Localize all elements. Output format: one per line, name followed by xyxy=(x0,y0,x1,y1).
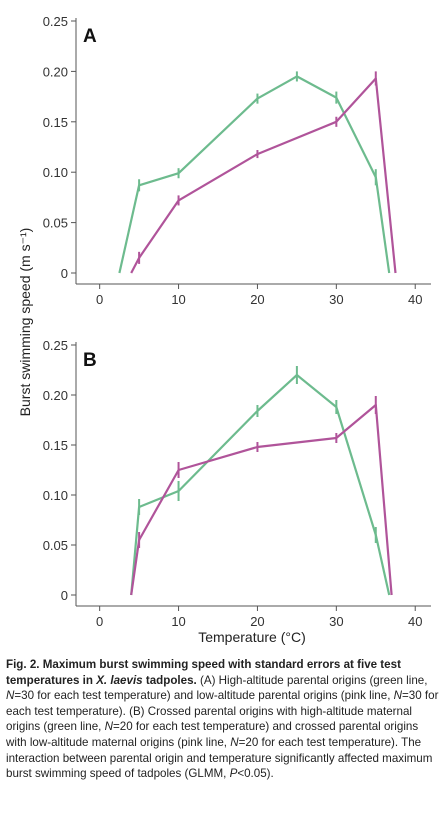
y-tick-label: 0.05 xyxy=(43,216,68,231)
x-tick-label: 0 xyxy=(96,614,103,629)
x-tick-label: 10 xyxy=(171,292,185,307)
y-tick-label: 0.25 xyxy=(43,14,68,29)
caption-text: <0.05). xyxy=(237,767,274,781)
x-tick-label: 30 xyxy=(329,614,343,629)
caption-n: N xyxy=(393,689,403,703)
x-tick-label: 30 xyxy=(329,292,343,307)
caption-n: N xyxy=(104,720,113,734)
y-tick-label: 0.10 xyxy=(43,488,68,503)
x-axis-label: Temperature (°C) xyxy=(198,629,306,645)
caption-n: N xyxy=(230,735,239,749)
caption-text: =30 for each test temperature) and low-a… xyxy=(14,689,394,703)
x-tick-label: 20 xyxy=(250,614,264,629)
caption-n: N xyxy=(6,689,15,703)
caption-text: =30 for each test temperature). (B) Cros… xyxy=(6,689,439,734)
figure-caption: Fig. 2. Maximum burst swimming speed wit… xyxy=(6,657,440,782)
panel-label: B xyxy=(83,350,97,371)
panel-a: 0 0.05 0.10 0.15 0.20 0.25 0 10 20 30 40 A xyxy=(43,14,431,307)
caption-text: (A) High-altitude parental origins (gree… xyxy=(196,673,428,687)
caption-title: Fig. 2. Maximum burst swimming speed wit… xyxy=(6,658,401,687)
y-tick-label: 0.05 xyxy=(43,538,68,553)
y-tick-label: 0 xyxy=(61,266,68,281)
figure: 0 0.05 0.10 0.15 0.20 0.25 0 10 20 30 40 A 0 0.05 0.1… xyxy=(17,14,431,645)
caption-text: =20 for each test temperature). The inte… xyxy=(6,735,433,781)
series-line-green xyxy=(118,75,391,274)
caption-text: =20 for each test temperature) and cross… xyxy=(6,720,419,749)
panel-b: 0 0.05 0.10 0.15 0.20 0.25 0 10 20 30 40 B xyxy=(43,338,431,629)
y-axis-label: Burst swimming speed (m s⁻¹) xyxy=(17,228,33,417)
series-line-green xyxy=(130,373,391,596)
y-tick-label: 0.25 xyxy=(43,338,68,353)
x-tick-label: 20 xyxy=(250,292,264,307)
x-tick-label: 0 xyxy=(96,292,103,307)
panel-label: A xyxy=(83,26,97,47)
y-tick-label: 0.15 xyxy=(43,438,68,453)
caption-p: P xyxy=(229,767,238,781)
x-tick-label: 10 xyxy=(171,614,185,629)
y-tick-label: 0.20 xyxy=(43,64,68,79)
caption-species: X. laevis xyxy=(96,673,143,687)
y-tick-label: 0.20 xyxy=(43,388,68,403)
y-tick-label: 0.15 xyxy=(43,115,68,130)
y-tick-label: 0.10 xyxy=(43,165,68,180)
y-tick-label: 0 xyxy=(61,588,68,603)
series-line-pink xyxy=(130,403,393,596)
x-tick-label: 40 xyxy=(408,614,422,629)
x-tick-label: 40 xyxy=(408,292,422,307)
caption-title-end: tadpoles. xyxy=(142,673,197,687)
